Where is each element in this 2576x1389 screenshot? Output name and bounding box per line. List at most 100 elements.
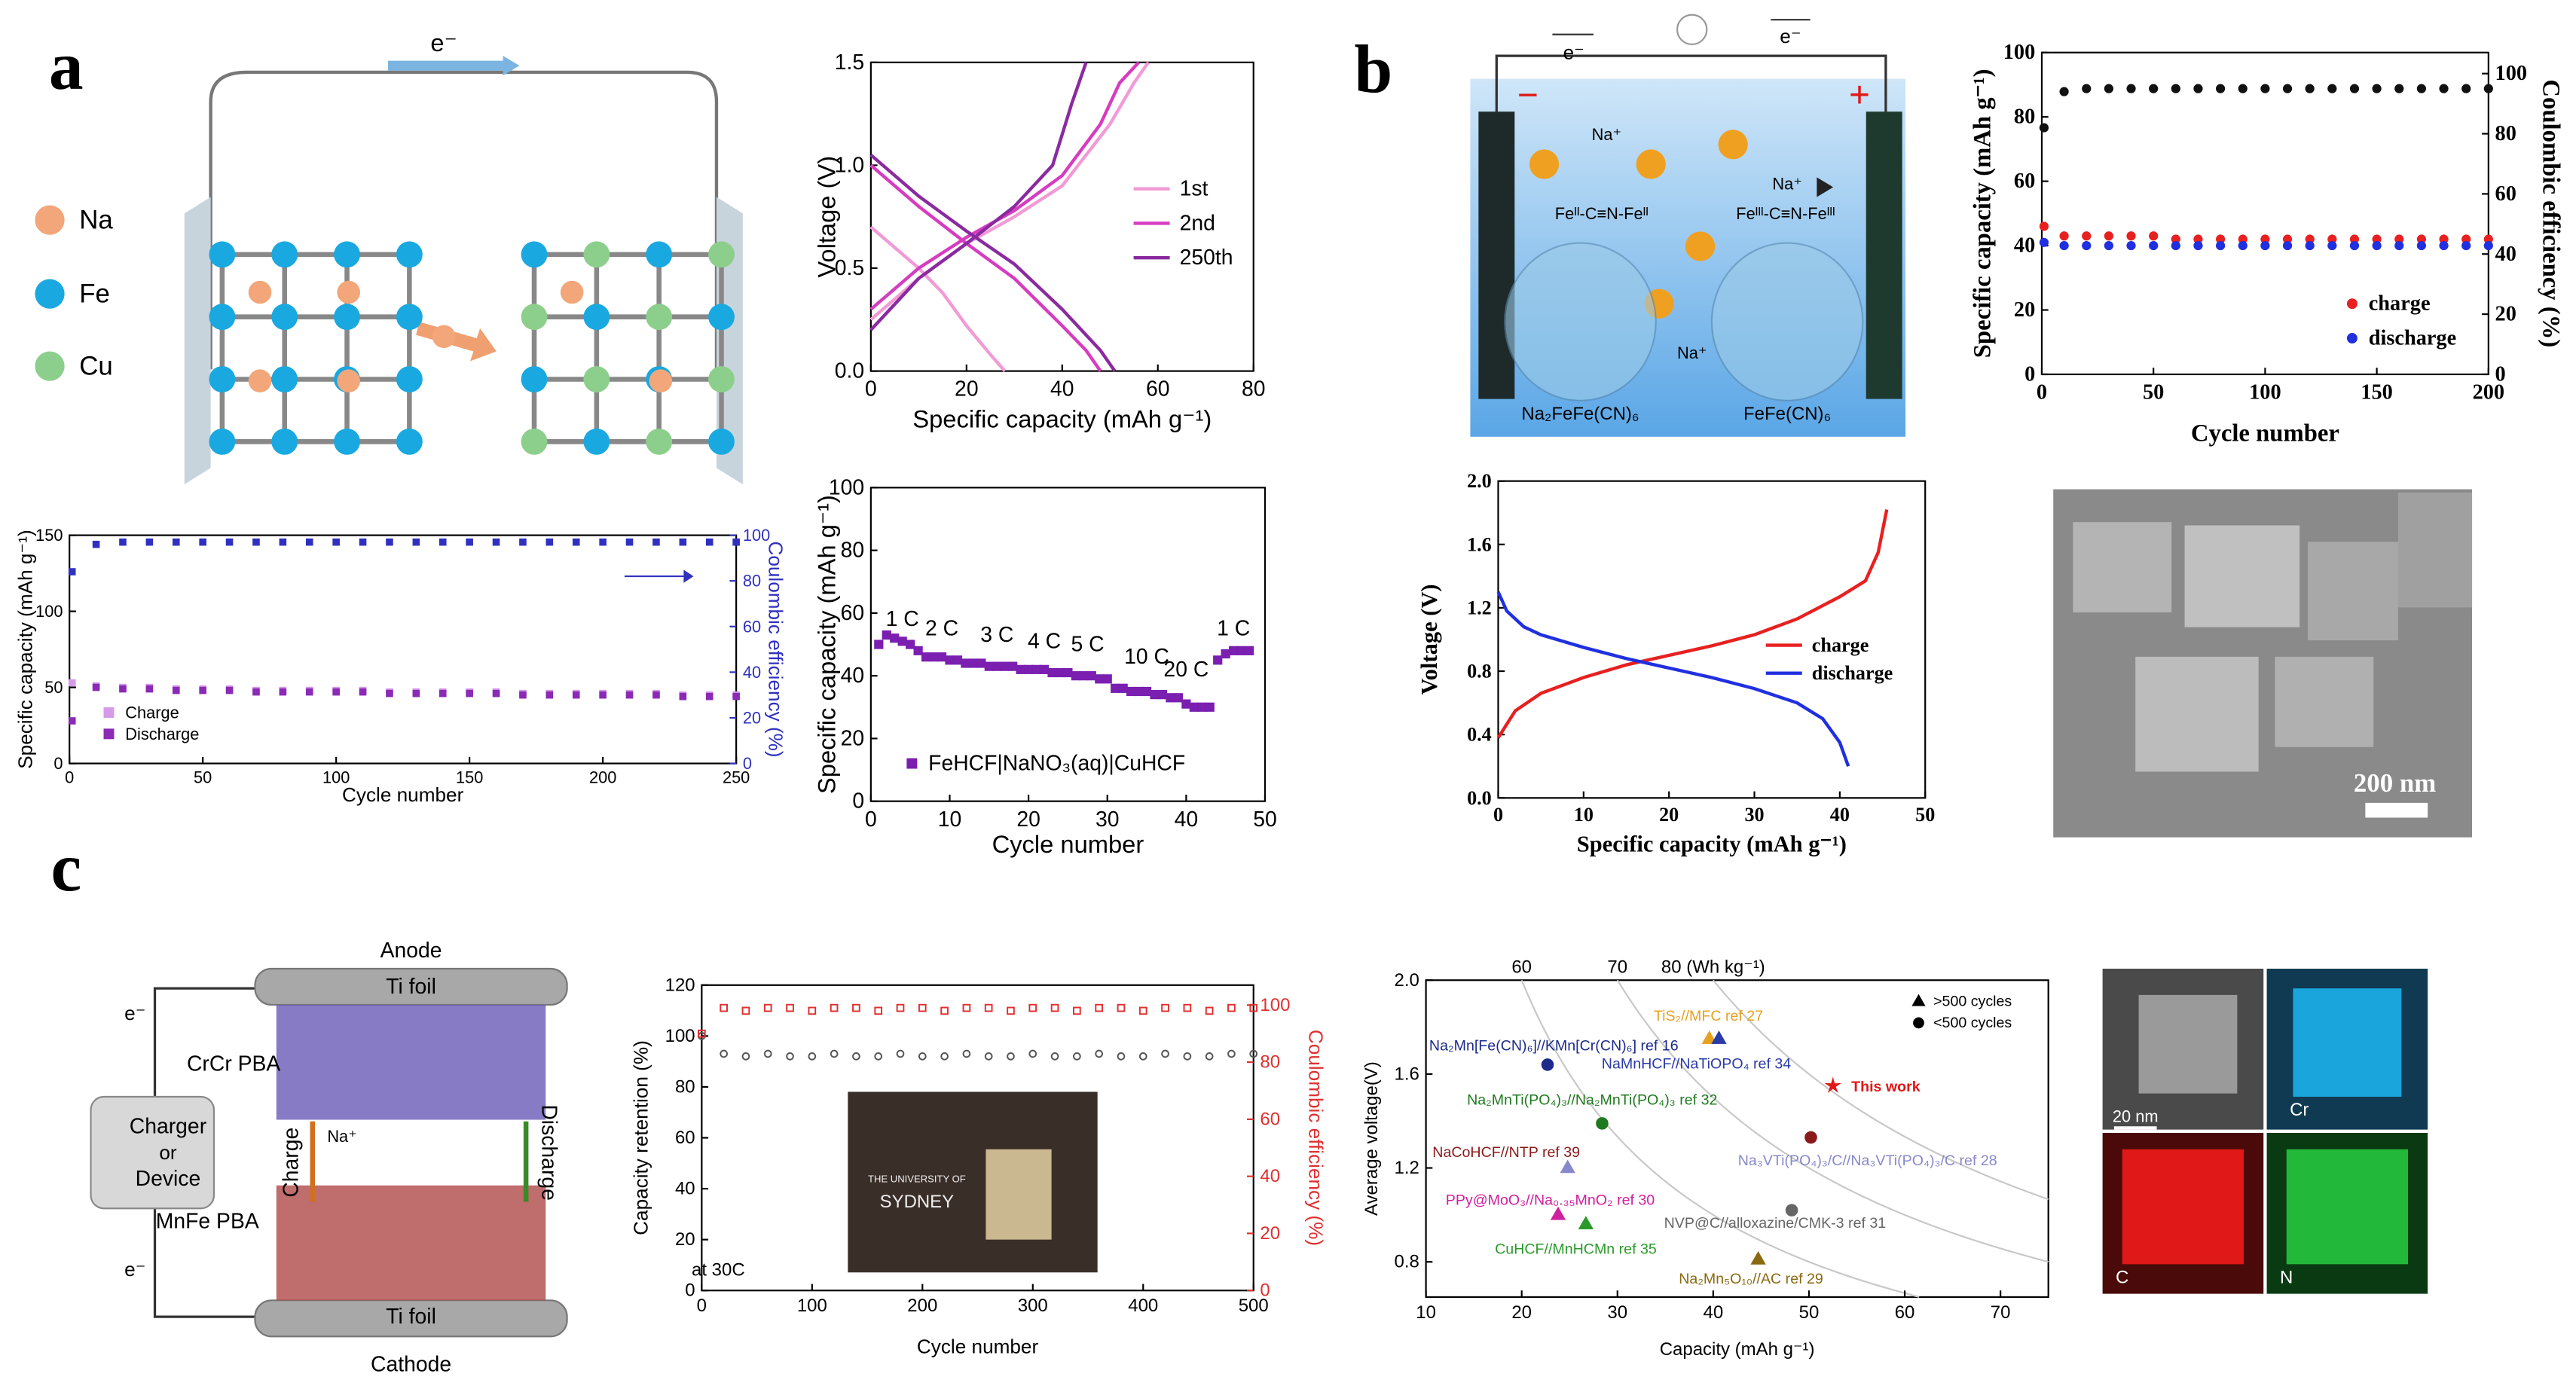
y-tick-label: 0	[685, 1281, 695, 1301]
point-label: Na₃VTi(PO₄)₃/C//Na₃VTi(PO₄)₃/C ref 28	[1738, 1152, 1997, 1169]
x-tick-label: 0	[65, 768, 74, 787]
data-point	[698, 1029, 706, 1038]
data-point	[412, 689, 420, 698]
x-tick-label: 0	[2037, 381, 2047, 404]
data-point	[492, 689, 500, 698]
y-tick-label: 80	[2014, 105, 2035, 129]
y-axis-title: Specific capacity (mAh g⁻¹)	[1969, 69, 1997, 358]
data-point	[1578, 1216, 1594, 1230]
x-axis-title: Cycle number	[2191, 420, 2339, 447]
data-point	[786, 1003, 794, 1012]
x-tick-label: 50	[1915, 804, 1935, 826]
data-point	[1161, 1049, 1169, 1058]
data-point	[545, 691, 554, 699]
x-tick-label: 200	[2473, 381, 2505, 404]
x-tick-label: 50	[1253, 807, 1277, 832]
electrode	[184, 197, 211, 485]
y-tick-label: 20	[841, 726, 865, 750]
y-tick-label: 0.0	[835, 359, 864, 383]
data-point	[599, 538, 607, 546]
data-point	[625, 538, 634, 546]
data-point	[1111, 683, 1120, 693]
y2-tick-label: 40	[743, 663, 761, 682]
atom	[646, 428, 673, 455]
atom	[708, 304, 735, 331]
data-point	[2059, 87, 2069, 96]
plot-frame	[69, 534, 738, 765]
data-line	[869, 62, 1088, 331]
particle	[2073, 522, 2172, 613]
data-point	[896, 1049, 905, 1058]
data-point	[2238, 84, 2248, 93]
atom	[396, 241, 423, 268]
label: MnFe PBA	[156, 1210, 259, 1234]
x-tick-label: 100	[2249, 381, 2281, 404]
data-point	[2039, 221, 2049, 231]
data-point	[652, 538, 660, 546]
panel-label: b	[1354, 31, 1392, 108]
data-point	[1117, 1052, 1126, 1061]
data-point	[2104, 231, 2114, 241]
x-tick-label: 60	[1895, 1302, 1915, 1323]
data-point	[572, 691, 580, 699]
y-tick-label: 1.5	[835, 50, 864, 75]
data-point	[874, 1052, 883, 1061]
y-tick-label: 2.0	[1467, 470, 1492, 492]
legend-swatch	[1913, 1017, 1924, 1029]
x-tick-label: 100	[797, 1296, 827, 1316]
data-point	[1711, 1030, 1727, 1044]
data-point	[92, 683, 100, 691]
label: Device	[136, 1167, 201, 1191]
legend-label: FeHCF|NaNO₃(aq)|CuHCF	[928, 752, 1185, 776]
data-point	[937, 652, 947, 662]
data-point	[732, 538, 740, 546]
data-point	[852, 1003, 860, 1012]
y2-tick-label: 100	[2495, 62, 2528, 85]
point-label: Na₂MnTi(PO₄)₃//Na₂MnTi(PO₄)₃ ref 32	[1467, 1091, 1717, 1108]
data-point	[1138, 1006, 1147, 1015]
ion	[1685, 231, 1716, 261]
data-point	[2483, 84, 2493, 93]
annotation: at 30C	[692, 1260, 745, 1281]
arrow-head	[683, 569, 694, 583]
data-point	[2082, 231, 2092, 241]
legend-label: charge	[1812, 634, 1869, 656]
data-point	[145, 538, 154, 546]
y-tick-label: 100	[2003, 41, 2036, 64]
atom	[521, 428, 548, 455]
x-tick-label: 80	[1242, 377, 1266, 401]
data-point	[572, 538, 580, 546]
atom	[209, 366, 236, 392]
y-tick-label: 60	[841, 601, 865, 625]
x-tick-label: 30	[1607, 1302, 1627, 1323]
data-point	[720, 1049, 728, 1058]
crystal	[1710, 242, 1864, 401]
data-point	[945, 655, 955, 665]
particle	[2138, 994, 2238, 1094]
data-point	[763, 1049, 772, 1058]
data-point	[2349, 84, 2360, 93]
x-tick-label: 40	[1704, 1302, 1724, 1323]
label: Anode	[380, 939, 442, 963]
data-point	[386, 689, 393, 698]
data-point	[720, 1003, 728, 1012]
data-point	[1227, 1049, 1236, 1058]
data-point	[929, 652, 939, 662]
legend-label: discharge	[1812, 662, 1893, 684]
atom	[334, 428, 360, 455]
data-point	[808, 1052, 817, 1061]
data-point	[2282, 240, 2293, 251]
data-point	[2372, 240, 2382, 251]
x-tick-label: 200	[907, 1296, 937, 1316]
data-point	[68, 717, 76, 725]
data-point	[2416, 240, 2427, 251]
data-point	[2416, 84, 2427, 93]
label: Na⁺	[327, 1127, 356, 1146]
atom	[583, 241, 610, 268]
data-line	[869, 61, 1140, 311]
y2-tick-label: 0	[1260, 1281, 1270, 1301]
data-point	[2126, 240, 2136, 251]
data-point	[1189, 702, 1199, 712]
x-axis-title: Cycle number	[917, 1335, 1039, 1357]
